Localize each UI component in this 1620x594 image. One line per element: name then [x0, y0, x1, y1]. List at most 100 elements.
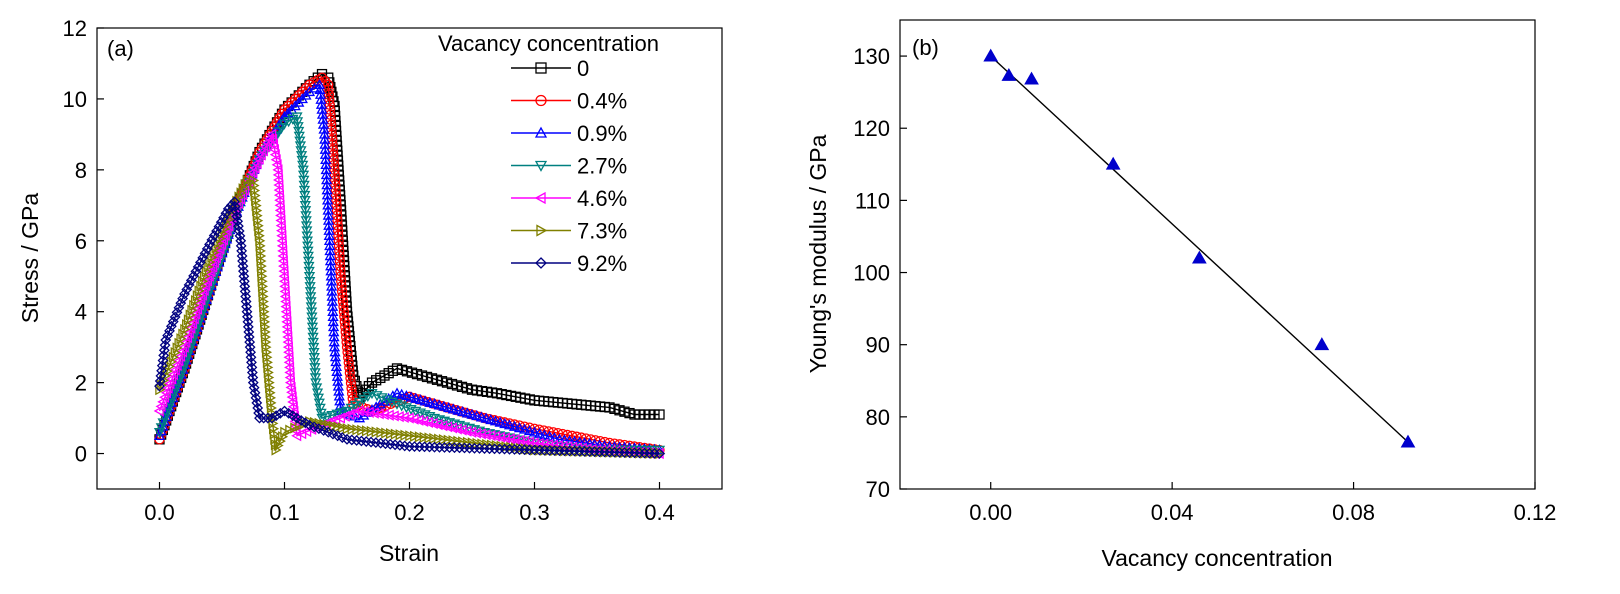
data-point — [324, 239, 336, 251]
data-point — [573, 436, 586, 447]
data-point — [319, 133, 331, 144]
data-point — [335, 266, 346, 277]
panel-b-x-tick-label: 0.00 — [969, 500, 1012, 525]
data-point — [340, 326, 351, 338]
data-point — [285, 424, 296, 436]
data-point — [414, 431, 425, 443]
legend-item: 4.6% — [511, 186, 627, 211]
data-point — [329, 169, 340, 181]
data-point — [395, 429, 406, 441]
data-point — [326, 295, 338, 306]
data-point — [438, 434, 449, 446]
data-point — [318, 123, 330, 134]
legend-item: 9.2% — [511, 251, 627, 276]
data-point — [503, 419, 516, 430]
data-point — [471, 410, 483, 421]
data-point — [299, 201, 311, 212]
data-point — [336, 408, 348, 419]
data-point — [304, 287, 316, 298]
data-point — [296, 155, 308, 167]
data-point — [410, 406, 422, 417]
data-point — [410, 392, 422, 403]
data-point — [213, 237, 224, 249]
data-point — [405, 391, 417, 402]
data-point — [153, 405, 164, 417]
data-point — [391, 399, 403, 410]
data-point — [325, 260, 337, 271]
data-point — [243, 331, 255, 343]
data-point — [371, 426, 382, 438]
data-point — [310, 378, 322, 389]
legend-label: 7.3% — [577, 219, 627, 244]
data-point — [178, 341, 189, 353]
data-point — [207, 261, 218, 273]
data-point — [186, 317, 198, 330]
data-point — [326, 290, 338, 301]
data-point — [329, 164, 340, 175]
data-point — [396, 388, 408, 399]
data-point — [308, 347, 320, 359]
data-point — [302, 251, 314, 262]
data-point — [329, 351, 342, 362]
data-point — [319, 148, 332, 159]
fit-line — [990, 55, 1409, 443]
data-point — [342, 352, 354, 363]
data-point — [181, 332, 193, 344]
data-point — [523, 425, 536, 436]
data-point — [332, 375, 344, 386]
data-point — [171, 359, 182, 371]
data-point — [301, 236, 314, 247]
data-point — [155, 400, 166, 413]
data-point — [327, 321, 340, 332]
legend-marker — [535, 62, 547, 74]
data-point — [424, 432, 435, 444]
panel-a-ticks: 0.0 0.1 0.2 0.3 0.4 0 2 4 6 8 10 12 — [63, 16, 675, 525]
legend-title: Vacancy concentration — [438, 31, 659, 56]
data-point — [229, 196, 240, 208]
data-point — [242, 316, 254, 328]
panel-a-legend: Vacancy concentration 0 0.4% 0.9% 2.7% 4.6% 7… — [438, 31, 659, 276]
data-point — [453, 435, 464, 447]
data-point — [235, 240, 247, 252]
data-point — [458, 436, 469, 448]
data-point — [331, 370, 343, 381]
data-point — [513, 422, 526, 433]
data-point — [239, 286, 251, 297]
data-point — [316, 72, 328, 83]
data-point — [251, 158, 262, 170]
data-point — [333, 240, 345, 251]
data-point — [353, 397, 366, 408]
data-point — [188, 313, 199, 325]
data-point — [568, 435, 581, 446]
legend-label: 0 — [577, 56, 589, 81]
data-point — [325, 275, 338, 286]
data-point — [249, 162, 260, 174]
data-point — [489, 415, 502, 426]
data-point — [495, 431, 506, 443]
data-point — [328, 341, 341, 352]
legend-marker — [536, 224, 548, 237]
data-point — [336, 286, 348, 297]
data-point — [245, 351, 257, 363]
data-point — [983, 48, 999, 62]
data-point — [325, 270, 337, 281]
data-point — [156, 365, 168, 377]
legend-marker — [534, 191, 546, 205]
data-point — [301, 226, 313, 237]
data-point — [332, 380, 344, 391]
data-point — [499, 418, 511, 429]
data-point — [309, 363, 321, 374]
data-point — [414, 394, 427, 405]
data-point — [448, 435, 459, 447]
data-point — [287, 114, 299, 125]
data-point — [162, 382, 173, 394]
data-point — [242, 174, 253, 187]
data-point — [314, 403, 326, 414]
data-point — [311, 388, 324, 399]
panel-b-plot-area — [983, 48, 1416, 448]
data-point — [232, 215, 244, 227]
data-point — [301, 231, 313, 242]
data-point — [332, 220, 343, 231]
data-point — [388, 410, 399, 422]
data-point — [176, 333, 187, 345]
